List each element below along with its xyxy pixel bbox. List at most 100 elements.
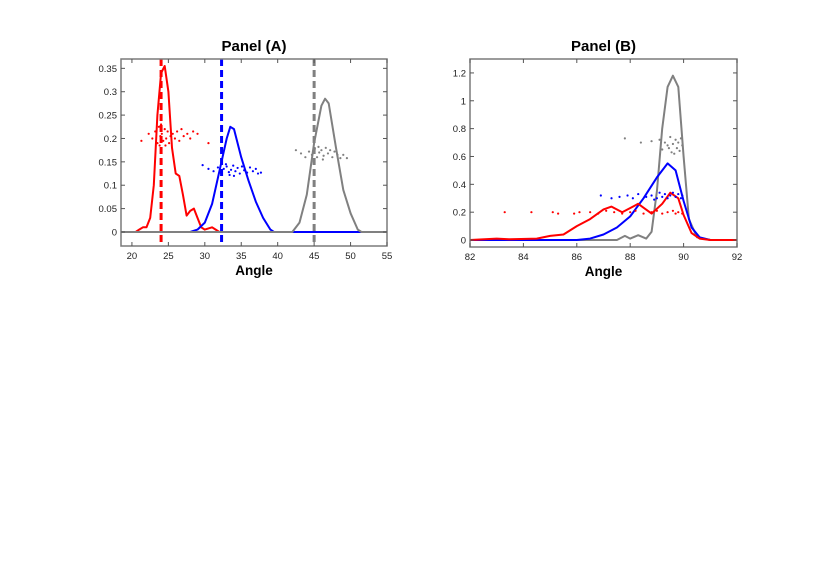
y-tick-label: 0.8 xyxy=(453,124,466,135)
x-tick-label: 20 xyxy=(127,251,138,262)
scatter-point xyxy=(675,147,679,150)
density-curve-2 xyxy=(470,191,737,241)
scatter-point xyxy=(186,132,189,135)
scatter-point xyxy=(679,197,683,200)
scatter-point xyxy=(158,144,161,147)
scatter-point xyxy=(225,165,228,168)
scatter-point xyxy=(658,191,661,194)
scatter-point xyxy=(245,171,249,174)
scatter-point xyxy=(655,197,659,200)
scatter-point xyxy=(207,167,210,170)
plot-area xyxy=(470,74,737,241)
scatter-point xyxy=(503,211,506,214)
scatter-point xyxy=(679,137,683,140)
x-tick-label: 90 xyxy=(678,252,689,263)
scatter-point xyxy=(663,192,667,196)
scatter-point xyxy=(224,163,228,166)
y-tick-label: 0.25 xyxy=(99,111,118,122)
scatter-point xyxy=(623,137,626,140)
axes-box xyxy=(120,58,388,247)
scatter-point xyxy=(342,153,345,156)
y-tick-label: 0.6 xyxy=(453,152,466,163)
x-tick-label: 25 xyxy=(163,251,174,262)
scatter-point xyxy=(180,128,183,131)
scatter-point xyxy=(236,166,239,170)
y-tick-label: 0.3 xyxy=(104,87,117,98)
x-tick-label: 86 xyxy=(572,252,583,263)
scatter-point xyxy=(173,137,177,140)
scatter-point xyxy=(331,156,334,159)
scatter-point xyxy=(151,137,154,140)
x-tick-label: 35 xyxy=(236,251,247,262)
y-tick-label: 0.2 xyxy=(104,134,117,145)
scatter-point xyxy=(681,212,684,215)
scatter-point xyxy=(578,211,581,214)
scatter-point xyxy=(610,197,613,200)
scatter-point xyxy=(212,170,215,173)
scatter-point xyxy=(663,141,667,144)
density-curve-1 xyxy=(470,162,737,241)
scatter-point xyxy=(207,142,210,145)
x-tick-label: 92 xyxy=(732,252,743,263)
scatter-point xyxy=(321,158,324,161)
scatter-point xyxy=(329,149,332,152)
y-tick-label: 1 xyxy=(461,96,466,107)
y-tick-label: 1.2 xyxy=(453,68,466,79)
y-tick-label: 0 xyxy=(461,236,466,247)
scatter-point xyxy=(671,142,675,146)
scatter-point xyxy=(650,194,653,197)
scatter-point xyxy=(670,151,673,154)
scatter-point xyxy=(667,147,671,150)
x-tick-label: 84 xyxy=(518,252,529,263)
scatter-point xyxy=(666,144,669,147)
chart-title: Panel (B) xyxy=(571,38,636,55)
scatter-point xyxy=(666,197,669,200)
scatter-point xyxy=(573,212,576,215)
scatter-point xyxy=(320,149,323,152)
scatter-point xyxy=(339,157,342,160)
scatter-point xyxy=(299,152,303,155)
scatter-point xyxy=(645,195,648,198)
scatter-point xyxy=(222,167,225,170)
scatter-point xyxy=(243,169,246,172)
scatter-point xyxy=(162,139,165,142)
scatter-point xyxy=(157,125,160,128)
scatter-point xyxy=(189,137,192,140)
scatter-point xyxy=(232,164,235,167)
y-tick-label: 0.1 xyxy=(104,181,117,192)
scatter-point xyxy=(626,194,629,197)
scatter-point xyxy=(551,211,554,214)
scatter-point xyxy=(240,165,244,168)
scatter-point xyxy=(234,170,237,173)
scatter-point xyxy=(677,141,680,144)
panel-a: 20 25 30 35 40 45 50 55 0 0.05 0.1 0.15 0.2 0.25 0.3 0.… xyxy=(99,38,393,278)
scatter-point xyxy=(238,172,241,175)
scatter-point xyxy=(167,142,171,145)
scatter-point xyxy=(228,173,231,177)
scatter-point xyxy=(310,153,314,156)
scatter-point xyxy=(650,211,653,214)
scatter-point xyxy=(589,211,592,214)
scatter-point xyxy=(229,168,233,171)
scatter-point xyxy=(163,128,166,131)
scatter-point xyxy=(166,130,169,133)
scatter-point xyxy=(634,209,637,212)
x-tick-label: 50 xyxy=(345,251,356,262)
scatter-point xyxy=(629,211,632,214)
scatter-point xyxy=(621,212,624,215)
scatter-point xyxy=(216,166,220,169)
scatter-point xyxy=(345,157,349,160)
scatter-point xyxy=(677,192,680,196)
scatter-point xyxy=(317,145,320,148)
y-tick-label: 0.05 xyxy=(99,204,118,215)
y-tick-label: 0.2 xyxy=(453,208,466,219)
scatter-point xyxy=(251,170,255,173)
scatter-point xyxy=(613,211,616,214)
scatter-point xyxy=(164,144,167,147)
scatter-point xyxy=(304,156,307,159)
scatter-point xyxy=(326,152,330,155)
x-tick-label: 40 xyxy=(272,251,283,262)
scatter-point xyxy=(655,209,659,212)
density-curve-0 xyxy=(121,65,387,233)
